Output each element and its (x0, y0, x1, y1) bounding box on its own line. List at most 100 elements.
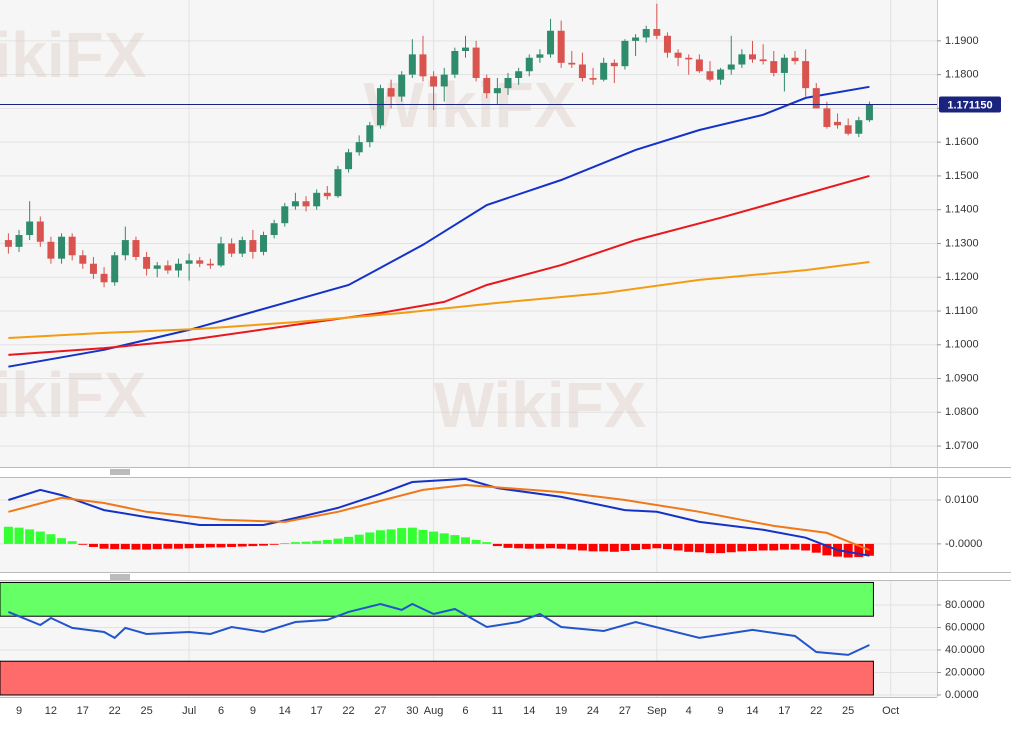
candle-body (89, 263, 97, 274)
x-tick-label: Oct (882, 705, 899, 717)
candle-body (589, 78, 597, 80)
histogram-bar (758, 543, 768, 551)
candle-body (313, 192, 321, 207)
indicator-line (8, 477, 870, 557)
histogram-bar (354, 534, 364, 544)
candle-body (36, 221, 44, 242)
y-tick-label: 1.1600 (945, 136, 979, 148)
indicator-line (8, 602, 870, 656)
x-tick-label: 14 (523, 705, 535, 717)
candle-body (451, 50, 459, 75)
x-tick-label: 9 (16, 705, 22, 717)
histogram-bar (375, 530, 385, 544)
candle-body (228, 243, 236, 254)
candle-body (387, 88, 395, 97)
y-tick-label: 80.0000 (945, 599, 985, 611)
histogram-bar (78, 543, 88, 545)
candle-body (376, 88, 384, 126)
candle-body (823, 108, 831, 127)
histogram-bar (609, 543, 619, 552)
watermark: WikiFX (434, 369, 647, 441)
histogram-bar (631, 543, 641, 551)
candle-body (153, 265, 161, 269)
histogram-bar (237, 543, 247, 547)
candle-body (430, 76, 438, 87)
candle-body (600, 62, 608, 80)
candle-body (621, 40, 629, 67)
x-tick-label: Aug (424, 705, 444, 717)
y-tick-label: 40.0000 (945, 644, 985, 656)
candle-body (642, 29, 650, 38)
x-tick-label: 9 (718, 705, 724, 717)
histogram-bar (205, 543, 215, 548)
histogram-bar (57, 538, 67, 544)
histogram-bar (439, 533, 449, 544)
candle-body (408, 54, 416, 75)
candle-body (323, 192, 331, 197)
histogram-bar (822, 543, 832, 556)
price-label: 1.171150 (947, 99, 992, 111)
candle-body (855, 120, 863, 134)
resize-handle[interactable] (110, 469, 130, 475)
histogram-bar (301, 541, 311, 544)
histogram-bar (641, 543, 651, 550)
histogram-bar (195, 543, 205, 548)
histogram-bar (322, 539, 332, 544)
x-tick-label: 4 (686, 705, 692, 717)
y-tick-label: 1.1800 (945, 69, 979, 81)
x-tick-label: 19 (555, 705, 567, 717)
y-tick-label: 1.0700 (945, 440, 979, 452)
histogram-bar (184, 543, 194, 549)
histogram-bar (46, 534, 56, 544)
x-tick-label: 12 (45, 705, 57, 717)
rsi-zone (0, 581, 874, 617)
candle-body (143, 256, 151, 269)
candle-body (206, 263, 214, 266)
histogram-bar (110, 543, 120, 550)
candle-body (653, 29, 661, 36)
resize-handle[interactable] (110, 574, 130, 580)
indicator-line (8, 483, 870, 551)
histogram-bar (620, 543, 630, 551)
candle-body (398, 74, 406, 97)
y-tick-label: 1.1200 (945, 271, 979, 283)
histogram-bar (67, 541, 77, 544)
candle-body (557, 30, 565, 63)
histogram-bar (418, 529, 428, 544)
y-tick-label: 0.0100 (945, 494, 979, 506)
candle-body (632, 37, 640, 41)
candle-body (355, 142, 363, 153)
candle-body (270, 223, 278, 236)
histogram-bar (577, 543, 587, 551)
indicator-line (8, 261, 870, 339)
histogram-bar (25, 529, 35, 544)
histogram-bar (737, 543, 747, 552)
histogram-bar (163, 543, 173, 549)
histogram-bar (843, 543, 853, 558)
candle-body (132, 240, 140, 257)
rsi-zone (0, 660, 874, 696)
candle-body (334, 169, 342, 197)
x-tick-label: 24 (587, 705, 599, 717)
x-tick-label: 30 (406, 705, 418, 717)
histogram-bar (227, 543, 237, 547)
x-tick-label: 14 (279, 705, 291, 717)
histogram-bar (216, 543, 226, 548)
histogram-bar (779, 543, 789, 550)
histogram-bar (546, 543, 556, 549)
histogram-bar (492, 543, 502, 547)
histogram-bar (716, 543, 726, 554)
candle-body (68, 236, 76, 256)
candle-body (834, 121, 842, 126)
candle-body (4, 240, 12, 247)
histogram-bar (99, 543, 109, 549)
candle-body (281, 206, 289, 224)
candle-body (26, 221, 34, 236)
candle-body (717, 69, 725, 80)
candle-body (865, 104, 873, 121)
histogram-bar (3, 526, 13, 544)
x-tick-label: 9 (250, 705, 256, 717)
candle-body (749, 54, 756, 60)
histogram-bar (482, 542, 492, 544)
